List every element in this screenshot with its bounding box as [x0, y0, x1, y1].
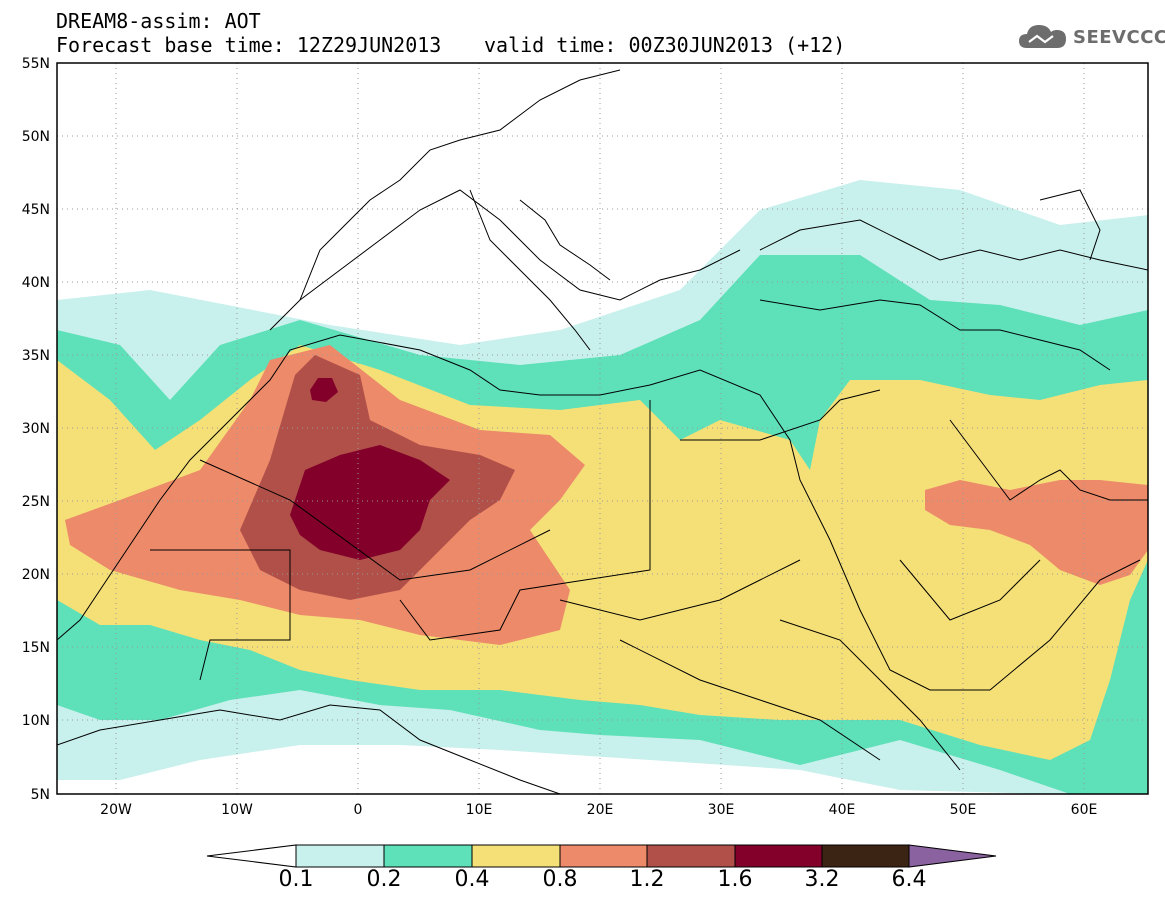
aot-contour-1.6-atlas: [310, 378, 338, 402]
colorbar-swatch: [646, 844, 736, 868]
colorbar: [206, 844, 997, 868]
lat-label: 35N: [22, 348, 50, 364]
latitude-labels: 55N 50N 45N 40N 35N 30N 25N 20N 15N 10N …: [22, 56, 50, 803]
lat-label: 50N: [22, 129, 50, 145]
lat-label: 10N: [22, 713, 50, 729]
colorbar-swatch: [734, 844, 823, 868]
colorbar-swatch: [471, 844, 561, 868]
valid-time: valid time: 00Z30JUN2013 (+12): [484, 33, 846, 57]
lat-label: 30N: [22, 421, 50, 437]
cloud-icon: [1019, 25, 1066, 48]
aot-contour-0.8-arabia: [925, 480, 1148, 585]
lat-label: 45N: [22, 202, 50, 218]
colorbar-label: 3.2: [804, 867, 840, 892]
colorbar-label: 1.2: [629, 867, 665, 892]
colorbar-label: 0.4: [454, 867, 490, 892]
colorbar-swatch: [295, 844, 385, 868]
colorbar-swatch: [821, 844, 910, 868]
lon-label: 10E: [466, 802, 493, 818]
lon-label: 20W: [100, 802, 132, 818]
lat-label: 5N: [31, 787, 50, 803]
forecast-base-time: Forecast base time: 12Z29JUN2013: [56, 33, 442, 57]
lon-label: 10W: [221, 802, 253, 818]
seevccc-logo: SEEVCCC: [1017, 22, 1165, 52]
colorbar-label: 6.4: [891, 867, 927, 892]
colorbar-arrow-right: [908, 844, 997, 868]
colorbar-arrow-left: [206, 844, 297, 868]
lon-label: 60E: [1071, 802, 1098, 818]
colorbar-label: 0.1: [278, 867, 314, 892]
colorbar-swatch: [559, 844, 648, 868]
title-line1: DREAM8-assim: AOT: [56, 9, 261, 33]
map-frame: [56, 62, 1149, 795]
lon-label: 50E: [950, 802, 977, 818]
graticule: [57, 63, 1148, 794]
colorbar-label: 1.6: [717, 867, 753, 892]
lat-label: 55N: [22, 56, 50, 72]
lat-label: 40N: [22, 275, 50, 291]
lat-label: 20N: [22, 567, 50, 583]
aot-contour-1.6: [290, 445, 450, 560]
coastlines: [57, 69, 1148, 794]
colorbar-swatch: [383, 844, 473, 868]
longitude-labels: 20W 10W 0 10E 20E 30E 40E 50E 60E: [100, 802, 1097, 818]
lon-label: 20E: [587, 802, 614, 818]
lon-label: 40E: [829, 802, 856, 818]
aot-shading: [57, 63, 1148, 794]
lon-label: 30E: [708, 802, 735, 818]
lat-label: 15N: [22, 640, 50, 656]
lon-label: 0: [354, 802, 363, 818]
colorbar-label: 0.2: [366, 867, 402, 892]
lat-label: 25N: [22, 494, 50, 510]
colorbar-label: 0.8: [542, 867, 578, 892]
logo-text: SEEVCCC: [1073, 26, 1165, 48]
